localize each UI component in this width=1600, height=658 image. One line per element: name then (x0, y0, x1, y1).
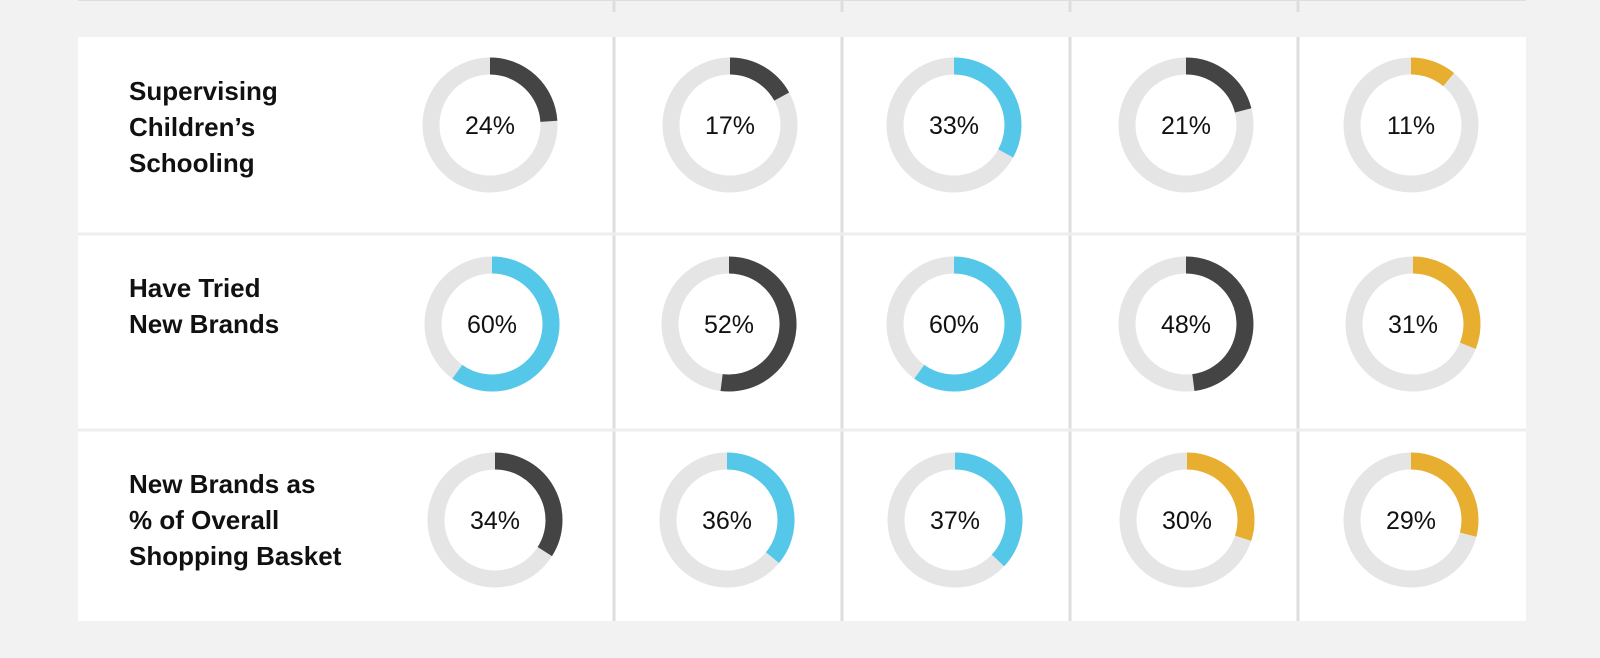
row-label: New Brands as % of Overall Shopping Basket (129, 469, 342, 571)
donut-arc (954, 452, 1023, 567)
row-label-line: Shopping Basket (129, 541, 342, 571)
donut-arc (953, 57, 1022, 158)
donut: 37% (887, 452, 1023, 588)
donut-value-label: 24% (465, 112, 515, 140)
donut-value-label: 17% (705, 112, 755, 140)
row-labels: Supervising Children’s Schooling Have Tried… (129, 76, 342, 571)
row-label-line: Have Tried (129, 273, 261, 303)
row-label-line: Supervising (129, 76, 278, 106)
donut-value-label: 30% (1162, 507, 1212, 535)
donut-value-label: 36% (702, 507, 752, 535)
donut-value-label: 31% (1388, 311, 1438, 339)
donut-value-label: 60% (467, 311, 517, 339)
donut: 29% (1343, 452, 1479, 588)
donut: 33% (886, 57, 1022, 193)
donut-arc (729, 57, 790, 102)
donut: 60% (886, 256, 1022, 392)
donut: 17% (662, 57, 798, 193)
grid-lines (78, 0, 1526, 621)
donut: 34% (427, 452, 563, 588)
donut-arc (1185, 57, 1252, 113)
donut: 36% (659, 452, 795, 588)
row-label: Have Tried New Brands (129, 273, 279, 339)
donut-arc (726, 452, 795, 564)
donut-value-label: 37% (930, 507, 980, 535)
donut: 21% (1118, 57, 1254, 193)
donut: 48% (1118, 256, 1254, 392)
donut: 31% (1345, 256, 1481, 392)
donut-value-label: 33% (929, 112, 979, 140)
donut-arc (1185, 256, 1254, 391)
row-label-line: New Brands (129, 309, 279, 339)
row-label-line: Schooling (129, 148, 255, 178)
row-label: Supervising Children’s Schooling (129, 76, 278, 178)
donut-value-label: 11% (1387, 112, 1435, 140)
donut-arc (1412, 256, 1481, 349)
donut: 11% (1343, 57, 1479, 193)
row-label-line: New Brands as (129, 469, 315, 499)
donut-value-label: 29% (1386, 507, 1436, 535)
row-label-line: Children’s (129, 112, 255, 142)
donut-value-label: 52% (704, 311, 754, 339)
donut-arc (489, 57, 558, 123)
donut-arc (1186, 452, 1255, 541)
donut-arc (1410, 452, 1479, 537)
donut-arc (720, 256, 797, 392)
donut-arc (1410, 57, 1455, 87)
donut-value-label: 34% (470, 507, 520, 535)
chart-card (78, 37, 1526, 621)
donut-arc (914, 256, 1022, 392)
donut-value-label: 60% (929, 311, 979, 339)
donut: 60% (424, 256, 560, 392)
donuts: 24% 17% 33% 21% 11% 60% 52% 60% 48% 31% 34% 36% 37% 3… (422, 57, 1481, 588)
donut-value-label: 48% (1161, 311, 1211, 339)
donut-arc (494, 452, 563, 557)
donut: 24% (422, 57, 558, 193)
row-label-line: % of Overall (129, 505, 279, 535)
donut-value-label: 21% (1161, 112, 1211, 140)
donut: 52% (661, 256, 797, 392)
donut: 30% (1119, 452, 1255, 588)
donut-arc (452, 256, 560, 392)
